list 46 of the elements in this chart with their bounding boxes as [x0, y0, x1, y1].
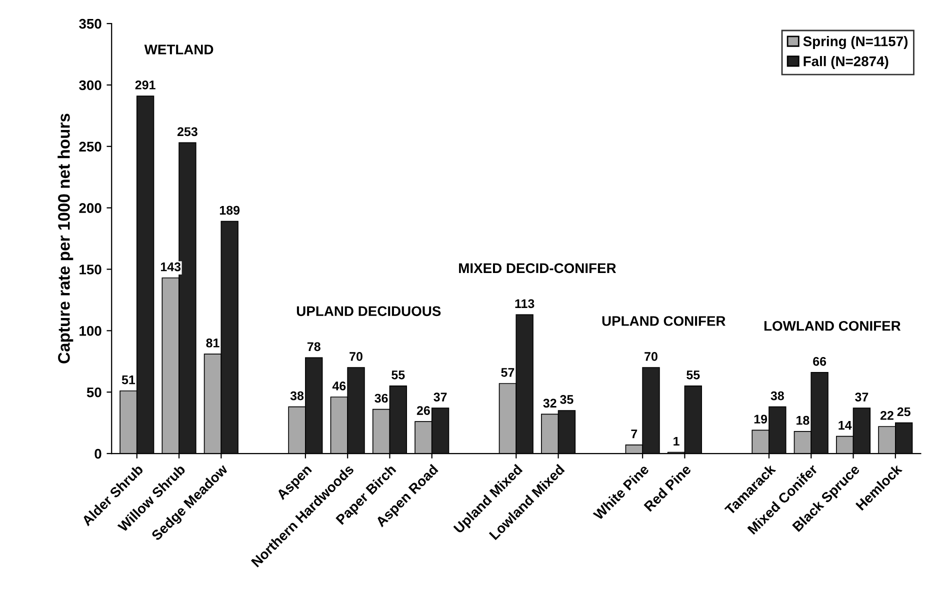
data-label: 25	[897, 407, 910, 416]
y-tick-label: 300	[79, 80, 102, 90]
annotation: UPLAND CONIFER	[602, 316, 726, 326]
data-label: 37	[434, 392, 447, 402]
data-label: 55	[392, 370, 405, 380]
y-tick-label: 50	[86, 387, 102, 398]
annotation: LOWLAND CONIFER	[764, 320, 901, 331]
annotation: MIXED DECID-CONIFER	[459, 263, 616, 274]
legend-label: Fall (N=2874)	[804, 56, 888, 69]
annotation: UPLAND DECIDUOUS	[296, 306, 441, 316]
data-label: 38	[290, 391, 304, 400]
data-label: 253	[177, 127, 198, 136]
data-label: 14	[838, 420, 852, 430]
data-label: 32	[543, 398, 556, 408]
data-label: 55	[686, 370, 700, 380]
y-tick-label: 200	[79, 203, 102, 213]
data-label: 51	[122, 376, 136, 384]
data-label: 143	[160, 262, 181, 272]
y-tick-label: 250	[79, 142, 102, 152]
data-label: 78	[307, 342, 320, 352]
y-tick-label: 100	[80, 326, 102, 336]
data-label: 19	[754, 414, 768, 424]
data-label: 38	[770, 391, 784, 400]
data-label: 37	[855, 392, 868, 402]
data-label: 46	[332, 382, 346, 390]
data-label: 18	[796, 416, 810, 425]
data-label: 26	[416, 406, 430, 415]
data-label: 81	[206, 338, 220, 348]
data-label: 22	[880, 411, 894, 420]
y-tick-label: 150	[80, 264, 102, 274]
data-label: 1	[674, 436, 680, 446]
y-tick-label: 350	[79, 18, 102, 29]
data-label: 70	[644, 352, 658, 361]
data-label: 57	[501, 368, 514, 377]
data-label: 189	[220, 206, 240, 215]
data-label: 7	[631, 430, 638, 438]
data-label: 35	[560, 395, 574, 404]
data-label: 36	[374, 394, 388, 403]
data-label: 291	[135, 80, 156, 90]
annotation: WETLAND	[144, 44, 214, 54]
legend-label: Spring (N=1157)	[803, 36, 908, 50]
data-label: 70	[350, 352, 362, 361]
data-label: 66	[813, 356, 826, 366]
data-label: 113	[515, 299, 534, 308]
y-tick-label: 0	[94, 448, 102, 459]
y-axis-title: Capture rate per 1000 net hours	[58, 114, 74, 364]
